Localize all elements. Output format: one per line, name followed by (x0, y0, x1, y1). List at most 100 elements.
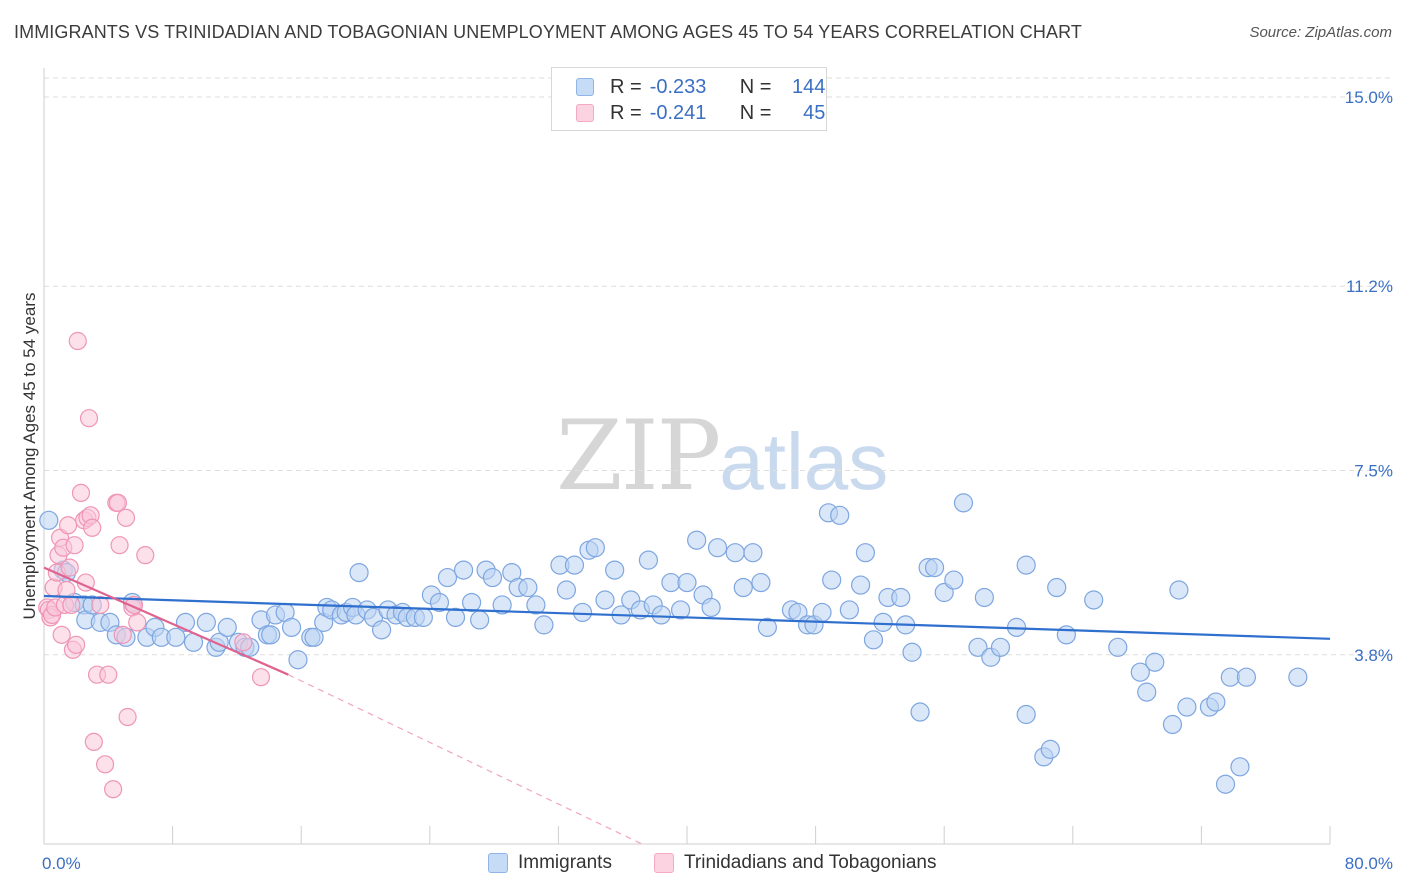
trinidadians-point (104, 780, 123, 799)
immigrants-point (1169, 580, 1189, 600)
watermark-zip: ZIP (556, 400, 721, 512)
immigrants-point (304, 627, 324, 647)
trinidadians-point (128, 613, 147, 632)
grid-lines (44, 77, 1392, 656)
correlation-legend: R = -0.233 N = 144 R = -0.241 N = 45 (551, 67, 827, 131)
chart-title: IMMIGRANTS VS TRINIDADIAN AND TOBAGONIAN… (14, 22, 1082, 42)
trinidadians-point (234, 633, 253, 652)
immigrants-point (733, 577, 753, 598)
trinidadians-point (83, 518, 102, 537)
legend-label-trinidadians: Trinidadians and Tobagonians (684, 852, 937, 873)
immigrants-point (534, 615, 554, 635)
immigrants-point (518, 577, 538, 598)
immigrants-point (281, 617, 302, 637)
immigrants-point (595, 590, 615, 610)
immigrants-point (556, 580, 577, 600)
immigrants-swatch (576, 78, 594, 96)
immigrants-point (605, 560, 625, 580)
trinidadians-point (91, 595, 110, 615)
immigrants-point (638, 550, 659, 570)
immigrants-point (261, 625, 281, 645)
immigrants-point (990, 637, 1011, 657)
y-tick-label: 15.0% (1345, 88, 1393, 107)
immigrants-point (812, 602, 832, 623)
immigrants-point (1016, 555, 1036, 575)
trinidadians-point (118, 707, 137, 727)
x-tick-labels: 0.0% 80.0% (42, 854, 1393, 873)
immigrants-point (725, 543, 745, 563)
trinidadians-point (71, 483, 91, 503)
immigrants-point (1162, 714, 1183, 735)
watermark: ZIPatlas (556, 400, 888, 512)
trend-lines (43, 566, 1331, 845)
immigrants-point (564, 555, 585, 575)
legend-n-label: N = (739, 101, 772, 124)
y-tick-label: 7.5% (1354, 462, 1393, 481)
trinidadians-point (62, 595, 81, 615)
legend-n-value-trinidadians: 45 (803, 101, 826, 124)
immigrants-point (288, 650, 308, 670)
immigrants-point (757, 617, 777, 637)
immigrants-point (924, 558, 945, 578)
trinidadians-point (65, 536, 84, 555)
x-tick-label: 80.0% (1345, 854, 1393, 873)
immigrants-point (371, 620, 392, 640)
legend-row-trinidadians: R = -0.241 N = 45 (576, 101, 825, 125)
legend-r-label: R = (610, 101, 642, 124)
immigrants-point (470, 610, 490, 630)
trinidadians-point (110, 536, 129, 555)
immigrants-point (751, 572, 771, 593)
immigrants-point (1220, 667, 1240, 687)
immigrants-point (1215, 774, 1236, 794)
trinidadians-point (95, 755, 115, 774)
trinidadians-point (67, 635, 86, 654)
trinidadians-point (116, 508, 136, 527)
watermark-atlas: atlas (719, 417, 889, 506)
immigrants-point (429, 592, 450, 613)
immigrants-point (482, 567, 503, 588)
trinidadians-trend-line (43, 566, 289, 676)
immigrants-point (944, 570, 964, 590)
legend-r-value-immigrants: -0.233 (649, 75, 707, 98)
immigrants-point (1145, 652, 1165, 672)
y-tick-label: 11.2% (1346, 277, 1393, 296)
y-axis-label: Unemployment Among Ages 45 to 54 years (20, 292, 39, 620)
trinidadians-points (38, 331, 271, 799)
trinidadians-point (99, 665, 118, 684)
source-label: Source: ZipAtlas.com (1249, 24, 1392, 41)
legend-label-immigrants: Immigrants (518, 852, 612, 873)
trinidadians-point (251, 668, 271, 687)
x-tick-label: 0.0% (42, 854, 81, 873)
immigrants-point (1108, 637, 1128, 657)
immigrants-point (1206, 692, 1226, 712)
immigrants-point (39, 510, 59, 530)
immigrants-point (968, 637, 988, 657)
immigrants-point (687, 530, 707, 550)
trinidadians-point (68, 331, 87, 351)
trinidadians-point (52, 625, 71, 644)
immigrants-point (707, 538, 728, 558)
immigrants-point (863, 630, 884, 650)
immigrants-point (855, 543, 876, 563)
immigrants-legend-swatch (488, 853, 508, 873)
trinidadians-point (59, 516, 78, 535)
legend-row-immigrants: R = -0.233 N = 144 (576, 75, 825, 99)
trinidadians-point (60, 558, 79, 577)
immigrants-point (701, 597, 721, 618)
legend-n-label: N = (739, 75, 772, 98)
immigrants-point (830, 505, 850, 525)
immigrants-point (1137, 682, 1157, 702)
immigrants-point (461, 592, 482, 613)
immigrants-point (822, 570, 842, 590)
immigrants-point (1177, 697, 1197, 717)
immigrants-point (349, 562, 369, 583)
immigrants-point (651, 605, 671, 625)
immigrants-point (1047, 577, 1067, 598)
immigrants-point (670, 600, 691, 620)
immigrants-point (572, 602, 593, 623)
immigrants-point (1236, 667, 1257, 687)
legend-item-immigrants: Immigrants (488, 852, 612, 874)
immigrants-point (1230, 757, 1250, 777)
immigrants-point (585, 538, 605, 558)
